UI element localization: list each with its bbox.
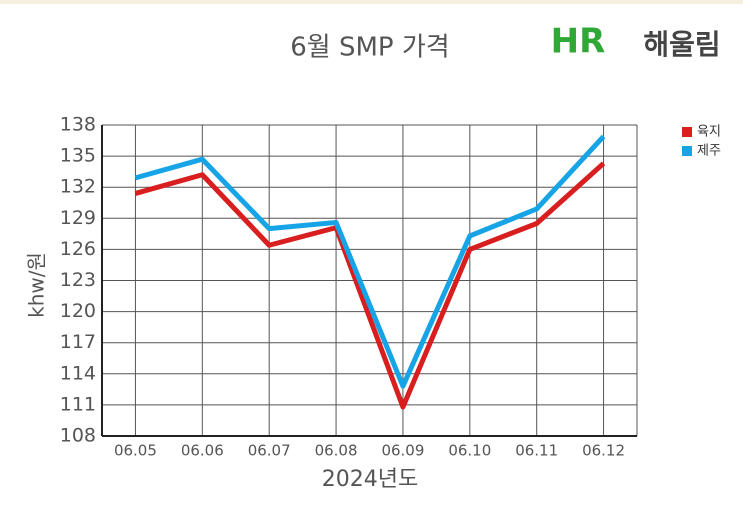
logo-mark: HR: [551, 22, 606, 62]
chart-title: 6월 SMP 가격: [290, 33, 449, 63]
top-strip: [0, 0, 743, 4]
y-tick-label: 108: [60, 425, 96, 447]
logo-name: 해울림: [643, 28, 720, 61]
y-tick-label: 135: [60, 145, 96, 167]
legend-label: 육지: [697, 125, 721, 140]
y-tick-label: 123: [60, 269, 96, 291]
y-tick-label: 126: [60, 238, 96, 260]
y-tick-label: 114: [60, 362, 96, 384]
x-tick-label: 06.05: [114, 442, 157, 460]
y-tick-label: 129: [60, 207, 96, 229]
y-tick-label: 138: [60, 114, 96, 136]
y-tick-label: 120: [60, 300, 96, 322]
series-line: [134, 161, 606, 410]
x-tick-label: 06.09: [381, 442, 424, 460]
legend-swatch: [682, 146, 692, 156]
x-tick-label: 06.11: [515, 442, 558, 460]
x-tick-label: 06.06: [181, 442, 224, 460]
y-tick-label: 132: [60, 176, 96, 198]
y-tick-label: 117: [60, 331, 96, 353]
legend-label: 제주: [697, 144, 721, 159]
y-axis-label: khw/원: [25, 252, 49, 318]
series-line: [134, 134, 606, 389]
legend-swatch: [682, 127, 692, 137]
x-tick-label: 06.08: [315, 442, 358, 460]
y-tick-label: 111: [60, 393, 96, 415]
x-axis-label: 2024년도: [322, 467, 418, 492]
x-tick-label: 06.07: [248, 442, 291, 460]
x-tick-label: 06.10: [448, 442, 491, 460]
x-tick-label: 06.12: [582, 442, 625, 460]
logo: HR 해울림: [551, 22, 721, 62]
